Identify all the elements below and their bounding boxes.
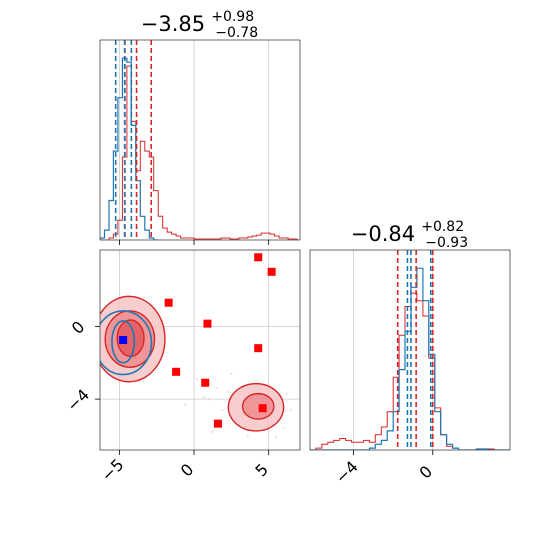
marker-red-7 <box>258 404 267 413</box>
scatter-point-15 <box>196 378 199 381</box>
scatter-xtick-label-0: −5 <box>97 455 127 485</box>
marker-red-1 <box>267 267 276 276</box>
marker-red-8 <box>213 419 222 428</box>
scatter-point-9 <box>282 427 285 430</box>
histogram-param-0-title: −3.85 +0.98 −0.78 <box>141 6 259 41</box>
histogram-param-0-frame <box>99 39 301 241</box>
scatter-point-2 <box>207 398 210 401</box>
contour-red-secondary-inner <box>241 392 275 420</box>
histogram-param-1-xtick-label-0: −4 <box>332 457 362 487</box>
histogram-param-0-ticks <box>119 240 270 245</box>
scatter-point-7 <box>285 392 288 395</box>
histogram-param-0-series-blue <box>100 57 159 240</box>
contour-blue-outer <box>100 310 153 376</box>
histogram-param-1-title-main: −0.84 <box>351 222 415 246</box>
histogram-param-1-ticks: −4 0 <box>332 450 437 487</box>
histogram-param-1-title-sup: +0.82 <box>421 219 464 235</box>
histogram-param-0-grid <box>119 40 270 240</box>
histogram-param-0-plot <box>100 40 300 240</box>
scatter-point-0 <box>215 387 218 390</box>
scatter-point-13 <box>275 436 278 439</box>
histogram-param-0-title-sup: +0.98 <box>211 9 254 25</box>
histogram-param-1-xtick-label-1: 0 <box>416 462 437 483</box>
histogram-param-1-title-sub: −0.93 <box>425 235 468 251</box>
contour-blue-inner <box>111 320 136 364</box>
scatter-point-12 <box>210 430 213 433</box>
histogram-param-0-title-main: −3.85 <box>141 12 205 36</box>
histogram-param-0-title-sub: −0.78 <box>215 25 258 41</box>
histogram-param-1-frame <box>309 249 511 451</box>
histogram-param-1-plot <box>310 250 510 450</box>
histogram-param-1-series-blue <box>310 267 510 450</box>
histogram-param-0-series-red <box>100 65 300 240</box>
scatter-panel-plot <box>100 253 293 439</box>
scatter-point-1 <box>227 390 230 393</box>
scatter-point-4 <box>221 409 224 411</box>
marker-red-5 <box>172 367 181 376</box>
histogram-param-0: −3.85 +0.98 −0.78 <box>99 6 301 245</box>
scatter-point-6 <box>203 396 206 399</box>
marker-red-2 <box>164 298 173 307</box>
scatter-point-8 <box>290 409 293 411</box>
marker-red-3 <box>203 319 212 328</box>
scatter-xtick-label-1: 0 <box>177 460 198 481</box>
scatter-point-11 <box>246 434 249 437</box>
histogram-param-1: −4 0 −0.84 +0.82 −0.93 <box>309 216 511 487</box>
scatter-panel: −5 0 5 0 −4 <box>63 249 301 485</box>
marker-blue <box>119 336 128 344</box>
scatter-ytick-label-1: −4 <box>63 385 93 415</box>
scatter-point-14 <box>184 403 187 406</box>
marker-red-4 <box>254 344 263 353</box>
scatter-point-10 <box>230 372 233 375</box>
marker-red-6 <box>201 378 210 387</box>
marker-red-0 <box>254 253 263 262</box>
histogram-param-1-title: −0.84 +0.82 −0.93 <box>351 216 469 251</box>
scatter-xtick-label-2: 5 <box>251 460 272 481</box>
scatter-ytick-label-0: 0 <box>68 317 89 338</box>
scatter-panel-frame <box>99 249 301 451</box>
